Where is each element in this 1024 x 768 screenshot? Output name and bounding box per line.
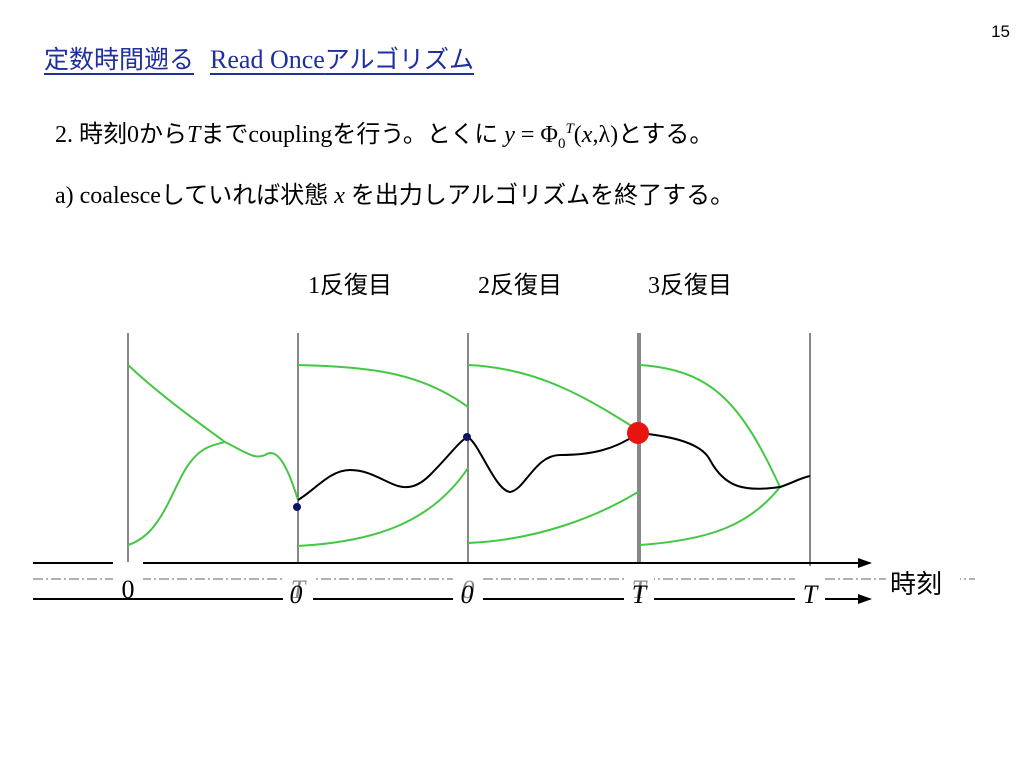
black-coupled-path bbox=[297, 431, 811, 501]
formula-paren: ( bbox=[573, 122, 582, 148]
green-path-lower-3 bbox=[467, 491, 639, 544]
step-2-text-1: 時刻 bbox=[79, 120, 127, 148]
tick-labels: 0 T 0 T 0 0 T T bbox=[113, 562, 825, 609]
time-axes bbox=[33, 558, 975, 604]
tick-lower-0: 0 bbox=[290, 580, 303, 609]
tick-lower-2: T bbox=[632, 580, 648, 609]
step-a-x: x bbox=[334, 183, 345, 209]
step-2-zero: 0 bbox=[127, 122, 139, 148]
green-path-upper-1 bbox=[127, 364, 299, 501]
vertical-markers bbox=[127, 333, 811, 596]
step-a-text-2: を出力しアルゴリズムを終了する。 bbox=[350, 181, 735, 209]
tick-upper-2: 0 bbox=[462, 575, 475, 604]
step-2-text-2: から bbox=[139, 120, 187, 148]
step-2-text-3: まで bbox=[200, 120, 249, 148]
tick-lower-3: T bbox=[803, 580, 819, 609]
title-jp: 定数時間遡る bbox=[44, 45, 195, 74]
tick-upper-0: 0 bbox=[122, 575, 135, 604]
page-number: 15 bbox=[991, 22, 1010, 41]
tick-lower-1: 0 bbox=[461, 580, 474, 609]
formula-lambda: ,λ) bbox=[592, 122, 619, 148]
iteration-3-label: 3反復目 bbox=[648, 271, 732, 299]
iteration-2-label: 2反復目 bbox=[478, 271, 562, 299]
start-dot-iteration-2 bbox=[293, 503, 301, 511]
tick-upper-1: T bbox=[291, 575, 307, 604]
slide-title: 定数時間遡る Read Onceアルゴリズム bbox=[44, 40, 474, 76]
tick-upper-3: T bbox=[632, 575, 648, 604]
step-2-text-4: を行う。とくに bbox=[332, 120, 499, 148]
green-path-lower-4 bbox=[639, 486, 781, 546]
step-a-text-1: していれば状態 bbox=[160, 181, 329, 209]
green-paths bbox=[127, 364, 811, 547]
time-axis-label: 時刻 bbox=[890, 570, 942, 600]
green-path-upper-3 bbox=[467, 364, 639, 431]
start-dot-iteration-3 bbox=[463, 433, 471, 441]
coalescence-point bbox=[627, 422, 649, 444]
title-en: Read Once bbox=[210, 45, 325, 74]
step-2-T: T bbox=[187, 122, 201, 148]
step-2-text: 2. 時刻0からTまでcouplingを行う。とくに y = Φ0T(x,λ)と… bbox=[55, 114, 713, 153]
formula-y: y bbox=[504, 122, 515, 148]
formula-sup-T: T bbox=[565, 121, 574, 137]
step-2-coupling: coupling bbox=[248, 122, 333, 148]
step-a-text: a) coalesceしていれば状態 x を出力しアルゴリズムを終了する。 bbox=[55, 175, 734, 210]
title-jp2: アルゴリズム bbox=[324, 45, 475, 74]
green-path-lower-1 bbox=[127, 441, 226, 546]
step-a-label: a) coalesce bbox=[55, 183, 161, 209]
green-path-upper-2 bbox=[297, 364, 469, 408]
formula-x: x bbox=[581, 122, 593, 148]
formula-eq: = Φ bbox=[514, 122, 558, 148]
green-path-upper-4 bbox=[639, 364, 811, 489]
iteration-1-label: 1反復目 bbox=[308, 271, 392, 299]
step-2-number: 2. bbox=[55, 122, 73, 148]
step-2-text-5: とする。 bbox=[618, 120, 714, 148]
formula-sub-0: 0 bbox=[557, 136, 566, 152]
green-path-lower-2 bbox=[297, 467, 469, 547]
